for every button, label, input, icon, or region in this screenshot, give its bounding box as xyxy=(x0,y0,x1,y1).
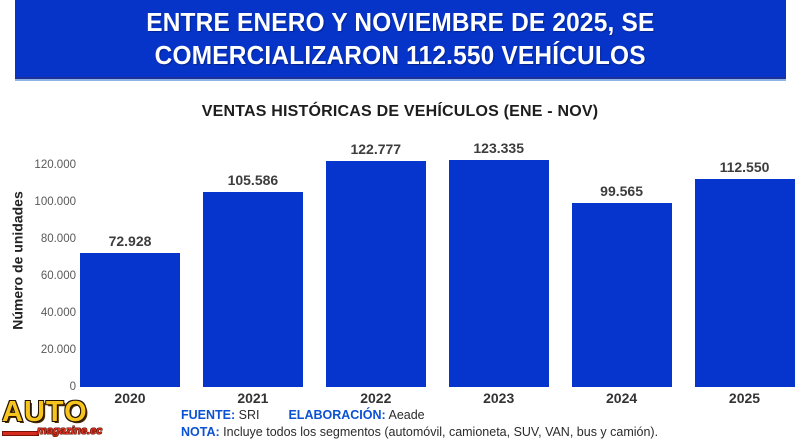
headline-line-1: ENTRE ENERO Y NOVIEMBRE DE 2025, SE xyxy=(146,6,655,37)
elaboracion-value: Aeade xyxy=(388,408,425,422)
bar-value-label: 112.550 xyxy=(719,159,770,176)
nota-label: NOTA: xyxy=(181,425,220,439)
fuente-value: SRI xyxy=(238,408,260,422)
y-tick-label: 0 xyxy=(69,380,76,393)
nota-value: Incluye todos los segmentos (automóvil, … xyxy=(223,425,659,439)
y-tick-label: 60.000 xyxy=(40,269,76,282)
bar-2020 xyxy=(80,252,180,387)
x-axis-category: 2020 xyxy=(114,390,146,406)
x-axis-category: 2022 xyxy=(360,390,392,406)
bar-2025 xyxy=(694,179,795,387)
y-tick-label: 80.000 xyxy=(40,232,76,245)
bar-value-label: 72.928 xyxy=(108,232,152,249)
bar-2024 xyxy=(571,203,672,387)
x-axis-category: 2021 xyxy=(237,390,269,406)
bar-value-label: 99.565 xyxy=(600,183,643,200)
headline-banner: ENTRE ENERO Y NOVIEMBRE DE 2025, SE COME… xyxy=(15,0,786,79)
bar-value-label: 105.586 xyxy=(227,172,279,189)
bar-2021 xyxy=(202,192,303,387)
y-tick-label: 20.000 xyxy=(40,343,76,356)
bar-2022 xyxy=(325,160,426,387)
y-tick-label: 100.000 xyxy=(34,196,76,209)
bar-2023 xyxy=(448,159,549,387)
fuente-label: FUENTE: xyxy=(181,408,236,422)
y-tick-label: 120.000 xyxy=(34,159,76,172)
bar-value-label: 123.335 xyxy=(473,139,524,156)
source-line: FUENTE: SRI ELABORACIÓN: Aeade xyxy=(181,408,425,422)
x-axis-category: 2023 xyxy=(483,390,515,406)
logo-wordmark: AUTO xyxy=(2,396,88,428)
elaboracion-label: ELABORACIÓN: xyxy=(288,408,386,422)
logo-red-bar xyxy=(2,431,39,436)
automagazine-logo: AUTO magazine.ec xyxy=(2,397,102,443)
y-tick-label: 40.000 xyxy=(40,306,76,319)
logo-subtitle: magazine.ec xyxy=(37,425,103,437)
bar-value-label: 122.777 xyxy=(350,140,402,157)
x-axis-category: 2024 xyxy=(606,390,638,406)
x-axis-category: 2025 xyxy=(728,390,761,406)
note-line: NOTA: Incluye todos los segmentos (autom… xyxy=(181,425,658,439)
chart-title: VENTAS HISTÓRICAS DE VEHÍCULOS (ENE - NO… xyxy=(201,103,599,120)
headline-line-2: COMERCIALIZARON 112.550 VEHÍCULOS xyxy=(154,39,647,70)
